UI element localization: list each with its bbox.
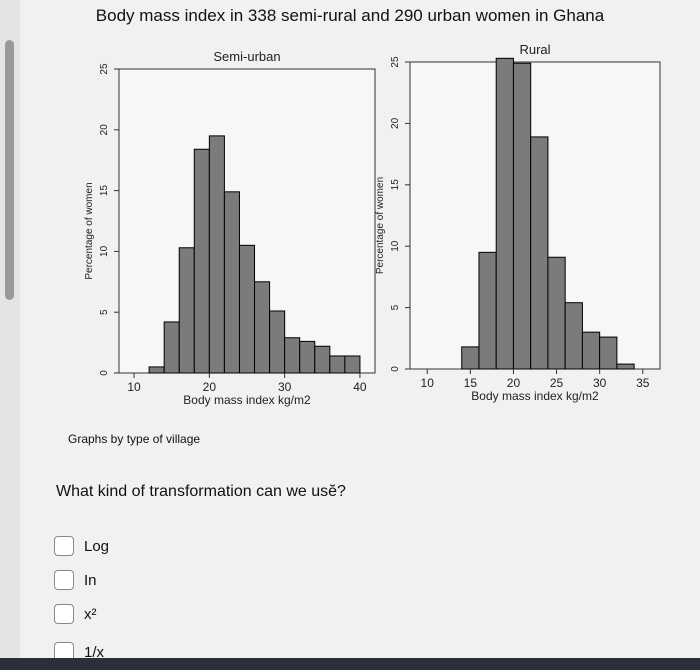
x-tick-label: 30 [593, 376, 607, 390]
histogram-bar [208, 135, 225, 374]
checkbox[interactable] [54, 604, 74, 624]
option-x-squared[interactable]: x² [54, 602, 97, 626]
y-tick-label: 0 [390, 366, 401, 372]
checkbox[interactable] [54, 536, 74, 556]
left-scrollbar-track[interactable] [0, 0, 20, 670]
x-tick-label: 25 [550, 376, 564, 390]
y-tick-label: 10 [390, 240, 401, 252]
histogram-bar [461, 346, 480, 370]
histogram-bar [148, 366, 165, 374]
x-tick-label: 30 [278, 380, 292, 394]
histogram-bar [344, 355, 361, 374]
y-tick-label: 20 [99, 124, 110, 136]
option-label: In [84, 571, 97, 589]
figure-title: Body mass index in 338 semi-rural and 29… [95, 6, 605, 25]
histogram-bar [269, 310, 286, 374]
histogram-bar [284, 337, 301, 374]
histogram-bar [478, 251, 497, 370]
bottom-bar [0, 658, 700, 670]
option-label: x² [84, 605, 97, 623]
histogram-bar [223, 191, 240, 374]
graphs-footnote: Graphs by type of village [68, 432, 201, 446]
y-tick-label: 25 [390, 56, 401, 68]
histogram-bar [254, 281, 271, 374]
y-tick-label: 0 [99, 370, 110, 376]
x-tick-label: 20 [507, 376, 521, 390]
y-tick-label: 15 [390, 179, 401, 191]
histogram-bar [238, 244, 256, 374]
histogram-bar [299, 340, 316, 374]
histogram-bar [178, 247, 195, 374]
y-tick-label: 25 [99, 63, 110, 75]
checkbox[interactable] [54, 570, 74, 590]
histogram-bar [495, 57, 514, 370]
x-tick-label: 15 [464, 376, 478, 390]
histogram-bar [547, 256, 566, 370]
y-axis-label: Percentage of women [84, 182, 95, 279]
scrollbar-thumb[interactable] [5, 40, 14, 300]
x-tick-label: 10 [421, 376, 435, 390]
option-ln[interactable]: In [54, 568, 97, 592]
x-tick-label: 10 [127, 380, 141, 394]
panel-title: Semi-urban [213, 49, 280, 64]
panel-title: Rural [519, 42, 550, 57]
x-axis-label: Body mass index kg/m2 [183, 393, 311, 407]
x-tick-label: 35 [636, 376, 650, 390]
y-tick-label: 5 [390, 304, 401, 310]
y-tick-label: 20 [390, 117, 401, 129]
histogram-bar [530, 136, 549, 370]
option-reciprocal[interactable]: 1/x [54, 640, 104, 664]
x-tick-label: 40 [353, 380, 367, 394]
histogram-bar [564, 302, 583, 370]
y-tick-label: 10 [99, 245, 110, 257]
x-tick-label: 20 [203, 380, 217, 394]
histogram-bar [329, 355, 346, 374]
histogram-bar [616, 363, 635, 370]
option-label: 1/x [84, 643, 105, 661]
option-label: Log [84, 537, 110, 555]
x-axis-label: Body mass index kg/m2 [471, 389, 599, 403]
option-log[interactable]: Log [54, 534, 109, 558]
histogram-bar [599, 336, 618, 370]
y-axis-label: Percentage of women [375, 177, 386, 274]
question-text: What kind of transformation can we usĕ? [56, 483, 346, 500]
y-tick-label: 15 [99, 185, 110, 197]
y-tick-label: 5 [99, 309, 110, 315]
histogram-bar [512, 62, 532, 370]
histogram-bar [581, 331, 601, 370]
histogram-bar [193, 148, 210, 374]
histogram-bar [314, 345, 331, 374]
histogram-bar [163, 321, 180, 374]
